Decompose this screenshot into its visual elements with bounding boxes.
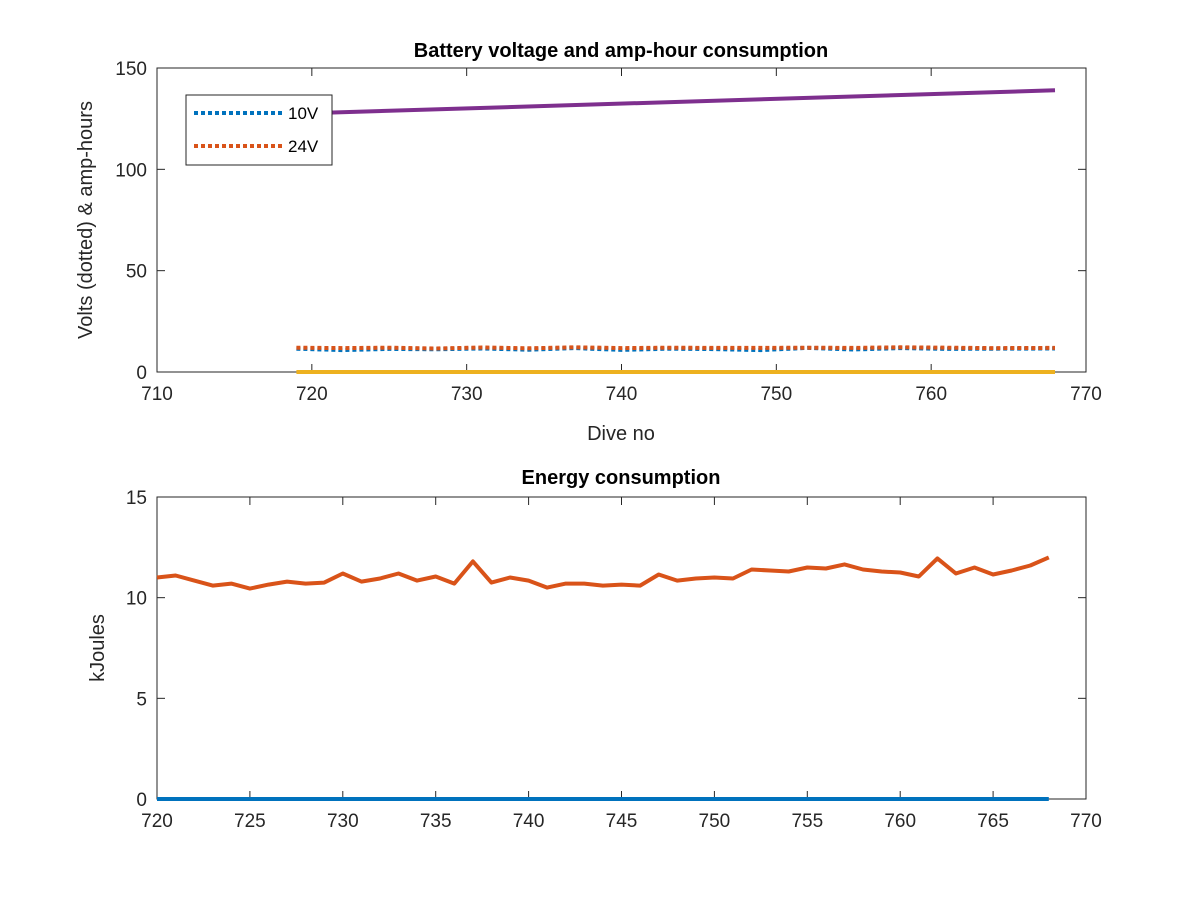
x-tick-label: 765 xyxy=(977,811,1009,832)
legend-label-24v: 24V xyxy=(288,137,319,156)
subplot-energy: Energy consumption kJoules 720 725 730 735 7… xyxy=(87,467,1102,832)
series-group-battery xyxy=(296,88,1056,374)
series-group-energy xyxy=(156,555,1050,801)
series-line-4 xyxy=(296,88,1056,116)
x-tick-label: 770 xyxy=(1070,384,1102,405)
x-axis-label-battery: Dive no xyxy=(587,423,655,445)
y-tick-label: 15 xyxy=(126,488,147,509)
x-tick-label: 770 xyxy=(1070,811,1102,832)
chart-title-battery: Battery voltage and amp-hour consumption xyxy=(414,40,828,62)
subplot-battery: Battery voltage and amp-hour consumption… xyxy=(75,40,1102,445)
y-tick-label: 50 xyxy=(126,262,147,283)
x-tick-label: 725 xyxy=(234,811,266,832)
plot-area-energy xyxy=(156,496,1087,800)
legend-battery: 10V 24V xyxy=(185,94,333,166)
chart-title-energy: Energy consumption xyxy=(522,467,721,489)
legend-label-10v: 10V xyxy=(288,104,319,123)
x-tick-label: 760 xyxy=(884,811,916,832)
x-tick-label: 730 xyxy=(451,384,483,405)
y-axis-label-battery: Volts (dotted) & amp-hours xyxy=(75,101,97,339)
series-line-1 xyxy=(156,555,1050,591)
series-line-24v xyxy=(296,345,1056,351)
x-tick-label: 760 xyxy=(915,384,947,405)
x-tick-label: 730 xyxy=(327,811,359,832)
x-tick-label: 740 xyxy=(513,811,545,832)
y-tick-label: 150 xyxy=(115,59,147,80)
x-tick-label: 710 xyxy=(141,384,173,405)
y-tick-label: 0 xyxy=(136,363,147,384)
x-tick-label: 735 xyxy=(420,811,452,832)
x-tick-label: 720 xyxy=(296,384,328,405)
legend-box xyxy=(185,94,333,166)
x-tick-label: 750 xyxy=(760,384,792,405)
x-tick-label: 740 xyxy=(606,384,638,405)
x-tick-label: 750 xyxy=(699,811,731,832)
ticks-energy: 720 725 730 735 740 745 750 755 760 765 770 0 5 10 15 xyxy=(126,488,1102,832)
y-tick-label: 10 xyxy=(126,589,147,610)
y-tick-label: 0 xyxy=(136,790,147,811)
y-tick-label: 5 xyxy=(136,689,147,710)
y-axis-label-energy: kJoules xyxy=(87,614,109,682)
x-tick-label: 755 xyxy=(791,811,823,832)
y-tick-label: 100 xyxy=(115,160,147,181)
x-tick-label: 745 xyxy=(606,811,638,832)
x-tick-label: 720 xyxy=(141,811,173,832)
